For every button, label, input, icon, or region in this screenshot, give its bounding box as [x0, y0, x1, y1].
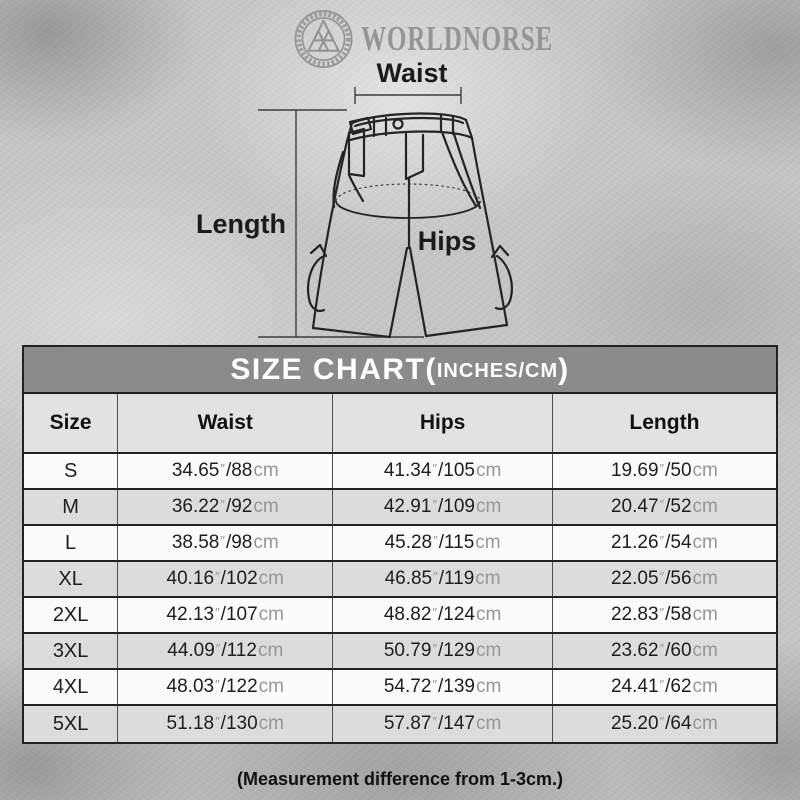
shorts-line-art: [258, 87, 513, 339]
size-cell: L: [65, 531, 77, 554]
length-label: Length: [196, 209, 286, 239]
valknut-logo-icon: [294, 10, 353, 68]
table-row-xl: XL 40.16 ″/102 cm 46.85 ″/119 cm 22.05 ″/56 cm: [24, 562, 776, 598]
size-chart-body: S 34.65 ″/88 cm 41.34 ″/105 cm 19.69 ″/50 cm M 36.2…: [24, 454, 776, 742]
column-header-size: Size: [49, 411, 92, 434]
size-chart-table: SIZE CHART(INCHES/CM) Size Waist Hips Lengt…: [22, 345, 778, 744]
waist-cell: 42.13 ″/107 cm: [117, 598, 332, 632]
hips-cell: 50.79 ″/129 cm: [332, 634, 552, 668]
waist-cell: 38.58 ″/98 cm: [117, 526, 332, 560]
size-chart-header-row: Size Waist Hips Length: [24, 394, 776, 454]
size-cell: 2XL: [52, 603, 89, 626]
length-cell: 24.41 ″/62 cm: [551, 670, 776, 704]
dimension-lines: [258, 87, 462, 338]
hips-cell: 54.72 ″/139 cm: [332, 670, 552, 704]
size-chart-title-close: ): [558, 352, 570, 386]
waist-cell: 51.18 ″/130 cm: [117, 706, 332, 742]
waist-cell: 44.09 ″/112 cm: [117, 634, 332, 668]
hips-cell: 42.91 ″/109 cm: [332, 490, 552, 524]
size-cell: 5XL: [52, 712, 89, 735]
table-row-2xl: 2XL 42.13 ″/107 cm 48.82 ″/124 cm 22.83 ″/58 cm: [24, 598, 776, 634]
size-chart-title: SIZE CHART(INCHES/CM): [24, 347, 776, 394]
brand-name: WORLDNORSE: [361, 19, 554, 58]
measurement-diagram: Waist Length Hips: [0, 0, 800, 348]
length-cell: 19.69 ″/50 cm: [551, 454, 776, 488]
measurement-note: (Measurement difference from 1-3cm.): [236, 769, 564, 789]
column-header-waist: Waist: [117, 394, 332, 452]
waist-cell: 34.65 ″/88 cm: [117, 454, 332, 488]
column-header-hips: Hips: [332, 394, 552, 452]
table-row-l: L 38.58 ″/98 cm 45.28 ″/115 cm 21.26 ″/54 cm: [24, 526, 776, 562]
hips-cell: 41.34 ″/105 cm: [332, 454, 552, 488]
table-row-m: M 36.22 ″/92 cm 42.91 ″/109 cm 20.47 ″/52 cm: [24, 490, 776, 526]
table-row-s: S 34.65 ″/88 cm 41.34 ″/105 cm 19.69 ″/50 cm: [24, 454, 776, 490]
waist-cell: 36.22 ″/92 cm: [117, 490, 332, 524]
size-cell: XL: [58, 567, 83, 590]
size-cell: M: [62, 495, 79, 518]
size-cell: 4XL: [52, 675, 89, 698]
length-cell: 25.20 ″/64 cm: [551, 706, 776, 742]
table-row-4xl: 4XL 48.03 ″/122 cm 54.72 ″/139 cm 24.41 ″/62 cm: [24, 670, 776, 706]
size-chart-title-units: INCHES/CM: [436, 359, 559, 382]
waist-cell: 40.16 ″/102 cm: [117, 562, 332, 596]
length-cell: 21.26 ″/54 cm: [551, 526, 776, 560]
length-cell: 23.62 ″/60 cm: [551, 634, 776, 668]
shorts-outline: [306, 112, 513, 339]
waist-label: Waist: [376, 58, 448, 88]
waist-cell: 48.03 ″/122 cm: [117, 670, 332, 704]
hips-cell: 48.82 ″/124 cm: [332, 598, 552, 632]
hips-cell: 45.28 ″/115 cm: [332, 526, 552, 560]
column-header-length: Length: [551, 394, 776, 452]
size-chart-title-main: SIZE CHART(: [230, 352, 437, 386]
size-cell: 3XL: [52, 639, 89, 662]
length-cell: 20.47 ″/52 cm: [551, 490, 776, 524]
length-cell: 22.05 ″/56 cm: [551, 562, 776, 596]
length-cell: 22.83 ″/58 cm: [551, 598, 776, 632]
table-row-5xl: 5XL 51.18 ″/130 cm 57.87 ″/147 cm 25.20 ″/64 cm: [24, 706, 776, 742]
size-cell: S: [63, 459, 78, 482]
table-row-3xl: 3XL 44.09 ″/112 cm 50.79 ″/129 cm 23.62 ″/60 cm: [24, 634, 776, 670]
hips-cell: 46.85 ″/119 cm: [332, 562, 552, 596]
hips-cell: 57.87 ″/147 cm: [332, 706, 552, 742]
hips-label: Hips: [417, 226, 477, 256]
